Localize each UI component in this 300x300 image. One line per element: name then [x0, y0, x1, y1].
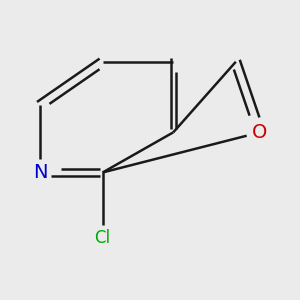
Text: Cl: Cl	[94, 229, 111, 247]
Text: N: N	[33, 163, 47, 182]
Text: O: O	[252, 123, 268, 142]
